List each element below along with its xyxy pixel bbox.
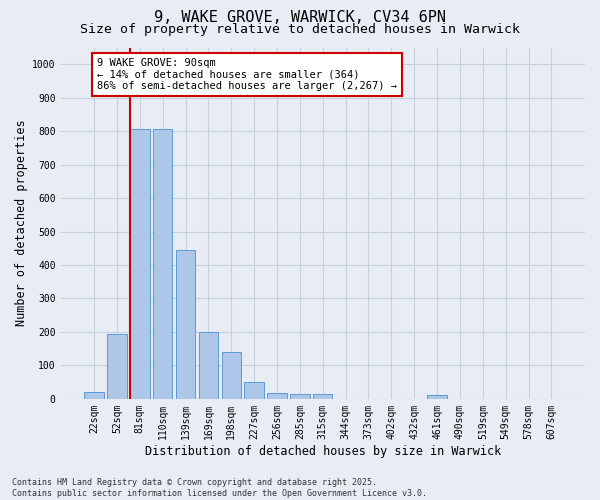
Text: 9, WAKE GROVE, WARWICK, CV34 6PN: 9, WAKE GROVE, WARWICK, CV34 6PN (154, 10, 446, 25)
X-axis label: Distribution of detached houses by size in Warwick: Distribution of detached houses by size … (145, 444, 501, 458)
Bar (244, 382, 264, 399)
Bar (130, 130, 149, 399)
Bar (153, 130, 172, 399)
Bar (268, 393, 287, 399)
Bar (176, 250, 195, 399)
Bar (221, 352, 241, 399)
Text: 9 WAKE GROVE: 90sqm
← 14% of detached houses are smaller (364)
86% of semi-detac: 9 WAKE GROVE: 90sqm ← 14% of detached ho… (97, 58, 397, 91)
Bar (427, 396, 447, 399)
Text: Contains HM Land Registry data © Crown copyright and database right 2025.
Contai: Contains HM Land Registry data © Crown c… (12, 478, 427, 498)
Bar (107, 334, 127, 399)
Text: Size of property relative to detached houses in Warwick: Size of property relative to detached ho… (80, 22, 520, 36)
Bar (290, 394, 310, 399)
Y-axis label: Number of detached properties: Number of detached properties (15, 120, 28, 326)
Bar (199, 332, 218, 399)
Bar (313, 394, 332, 399)
Bar (85, 392, 104, 399)
